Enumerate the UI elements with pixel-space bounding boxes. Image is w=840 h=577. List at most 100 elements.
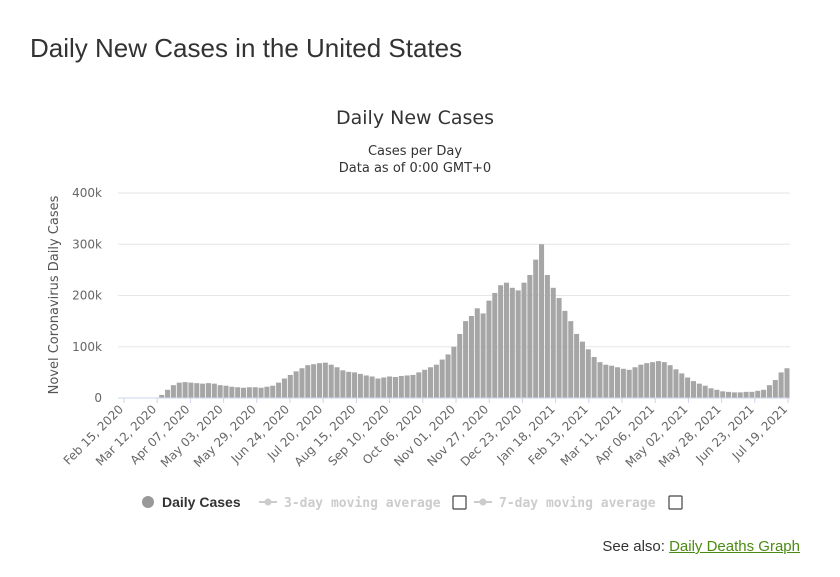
- legend-item-3-day-average[interactable]: 3-day moving average: [259, 496, 441, 511]
- bar[interactable]: [182, 382, 188, 398]
- bar[interactable]: [562, 310, 568, 399]
- bar[interactable]: [410, 374, 416, 398]
- checkbox-3-day-average[interactable]: [452, 495, 467, 510]
- bar[interactable]: [486, 300, 492, 399]
- bar[interactable]: [305, 365, 311, 398]
- bar[interactable]: [509, 287, 515, 398]
- bar[interactable]: [463, 321, 469, 399]
- bar[interactable]: [223, 385, 229, 398]
- bar[interactable]: [422, 369, 428, 398]
- bar[interactable]: [176, 382, 182, 399]
- bar[interactable]: [433, 364, 439, 398]
- bar[interactable]: [188, 382, 194, 399]
- bar[interactable]: [357, 373, 363, 398]
- legend-item-7-day-average[interactable]: 7-day moving average: [474, 496, 656, 511]
- bar[interactable]: [474, 308, 480, 398]
- bar[interactable]: [322, 362, 328, 398]
- bar[interactable]: [498, 285, 504, 398]
- bar[interactable]: [638, 364, 644, 398]
- bar[interactable]: [527, 275, 533, 398]
- bar[interactable]: [784, 368, 790, 398]
- bar[interactable]: [217, 385, 223, 398]
- bar[interactable]: [772, 380, 778, 398]
- bar[interactable]: [644, 363, 650, 398]
- bar[interactable]: [690, 381, 696, 398]
- bar[interactable]: [702, 385, 708, 398]
- bar[interactable]: [270, 385, 276, 398]
- bar[interactable]: [334, 367, 340, 398]
- bar[interactable]: [480, 313, 486, 398]
- bar[interactable]: [673, 369, 679, 398]
- bar[interactable]: [392, 376, 398, 398]
- bar[interactable]: [165, 389, 171, 398]
- bar[interactable]: [363, 375, 369, 398]
- checkbox-7-day-average[interactable]: [668, 495, 683, 510]
- bar[interactable]: [544, 275, 550, 398]
- bar[interactable]: [235, 387, 241, 398]
- bar[interactable]: [252, 387, 258, 398]
- bar[interactable]: [539, 244, 545, 398]
- bar[interactable]: [778, 372, 784, 399]
- bar[interactable]: [626, 369, 632, 398]
- bar[interactable]: [766, 385, 772, 398]
- bar[interactable]: [316, 363, 323, 398]
- bar[interactable]: [579, 341, 585, 399]
- bar[interactable]: [515, 290, 521, 399]
- bar[interactable]: [620, 368, 626, 398]
- bar[interactable]: [200, 383, 206, 398]
- bar[interactable]: [597, 362, 603, 399]
- bar[interactable]: [661, 362, 667, 399]
- bar[interactable]: [439, 359, 445, 398]
- bar[interactable]: [615, 367, 621, 398]
- bar[interactable]: [609, 365, 615, 398]
- bar[interactable]: [299, 368, 305, 398]
- bar[interactable]: [170, 385, 176, 398]
- bar[interactable]: [696, 383, 702, 398]
- bar[interactable]: [457, 333, 463, 398]
- bar[interactable]: [311, 364, 317, 398]
- bar[interactable]: [375, 378, 381, 398]
- bar[interactable]: [398, 375, 404, 398]
- bar[interactable]: [667, 365, 673, 398]
- bar[interactable]: [281, 378, 287, 398]
- bar[interactable]: [761, 389, 767, 398]
- daily-deaths-graph-link[interactable]: Daily Deaths Graph: [669, 538, 800, 555]
- bar[interactable]: [603, 364, 609, 398]
- bar[interactable]: [416, 372, 422, 399]
- bar[interactable]: [650, 362, 656, 399]
- bar[interactable]: [521, 282, 527, 398]
- bar[interactable]: [229, 386, 235, 398]
- legend-item-daily-cases[interactable]: Daily Cases: [142, 494, 241, 510]
- bar[interactable]: [743, 391, 749, 398]
- bar[interactable]: [387, 376, 393, 398]
- bar[interactable]: [205, 383, 211, 398]
- bar[interactable]: [381, 377, 387, 399]
- bar[interactable]: [714, 389, 720, 398]
- bar[interactable]: [574, 333, 580, 398]
- bar[interactable]: [293, 371, 299, 398]
- bar[interactable]: [404, 375, 410, 398]
- bar[interactable]: [451, 346, 457, 398]
- bar[interactable]: [492, 292, 498, 398]
- bar[interactable]: [241, 387, 247, 398]
- bar[interactable]: [708, 388, 714, 398]
- bar[interactable]: [258, 387, 264, 398]
- bar[interactable]: [194, 383, 200, 398]
- bar[interactable]: [503, 282, 510, 398]
- bar[interactable]: [632, 367, 638, 398]
- bar[interactable]: [246, 387, 252, 398]
- bar[interactable]: [755, 390, 761, 398]
- bar[interactable]: [585, 349, 591, 398]
- bar[interactable]: [533, 259, 539, 399]
- bars[interactable]: [147, 244, 790, 399]
- bar[interactable]: [556, 298, 562, 398]
- bar[interactable]: [445, 354, 451, 398]
- bar[interactable]: [720, 391, 726, 398]
- bar[interactable]: [679, 373, 685, 398]
- bar[interactable]: [352, 372, 358, 399]
- bar[interactable]: [428, 367, 434, 398]
- bar[interactable]: [369, 376, 375, 398]
- bar[interactable]: [731, 392, 737, 398]
- bar[interactable]: [655, 361, 661, 398]
- bar[interactable]: [328, 364, 334, 398]
